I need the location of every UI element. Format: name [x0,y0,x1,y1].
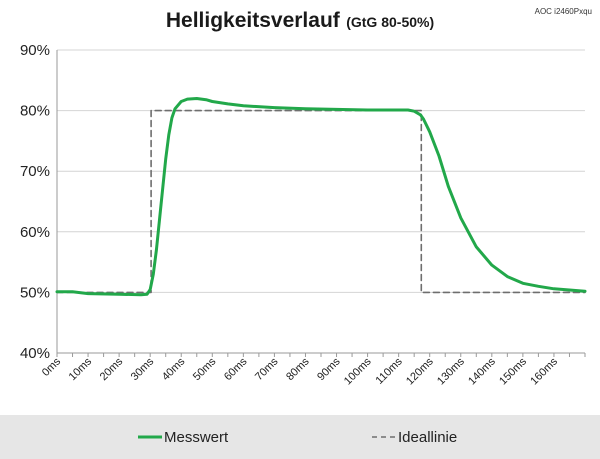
monitor-label: AOC i2460Pxqu [535,7,592,16]
y-tick-label: 90% [20,42,50,59]
y-tick-label: 80% [20,103,50,120]
y-tick-label: 40% [20,345,50,362]
legend-label-ideallinie: Ideallinie [398,429,457,446]
legend: Messwert Ideallinie [138,429,457,446]
series-line-ideallinie [56,109,586,294]
y-tick-label: 50% [20,284,50,301]
series-layer [55,97,587,297]
y-tick-label: 60% [20,224,50,241]
chart-subtitle: (GtG 80-50%) [346,14,434,30]
legend-label-messwert: Messwert [164,429,229,446]
y-axis-ticks: 40% 50% 60% 70% 80% 90% [20,42,50,362]
chart-title-main: Helligkeitsverlauf [166,9,341,32]
legend-area [0,415,600,459]
series-line-messwert [55,97,587,297]
chart-title: Helligkeitsverlauf (GtG 80-50%) [166,9,434,32]
y-tick-label: 70% [20,163,50,180]
